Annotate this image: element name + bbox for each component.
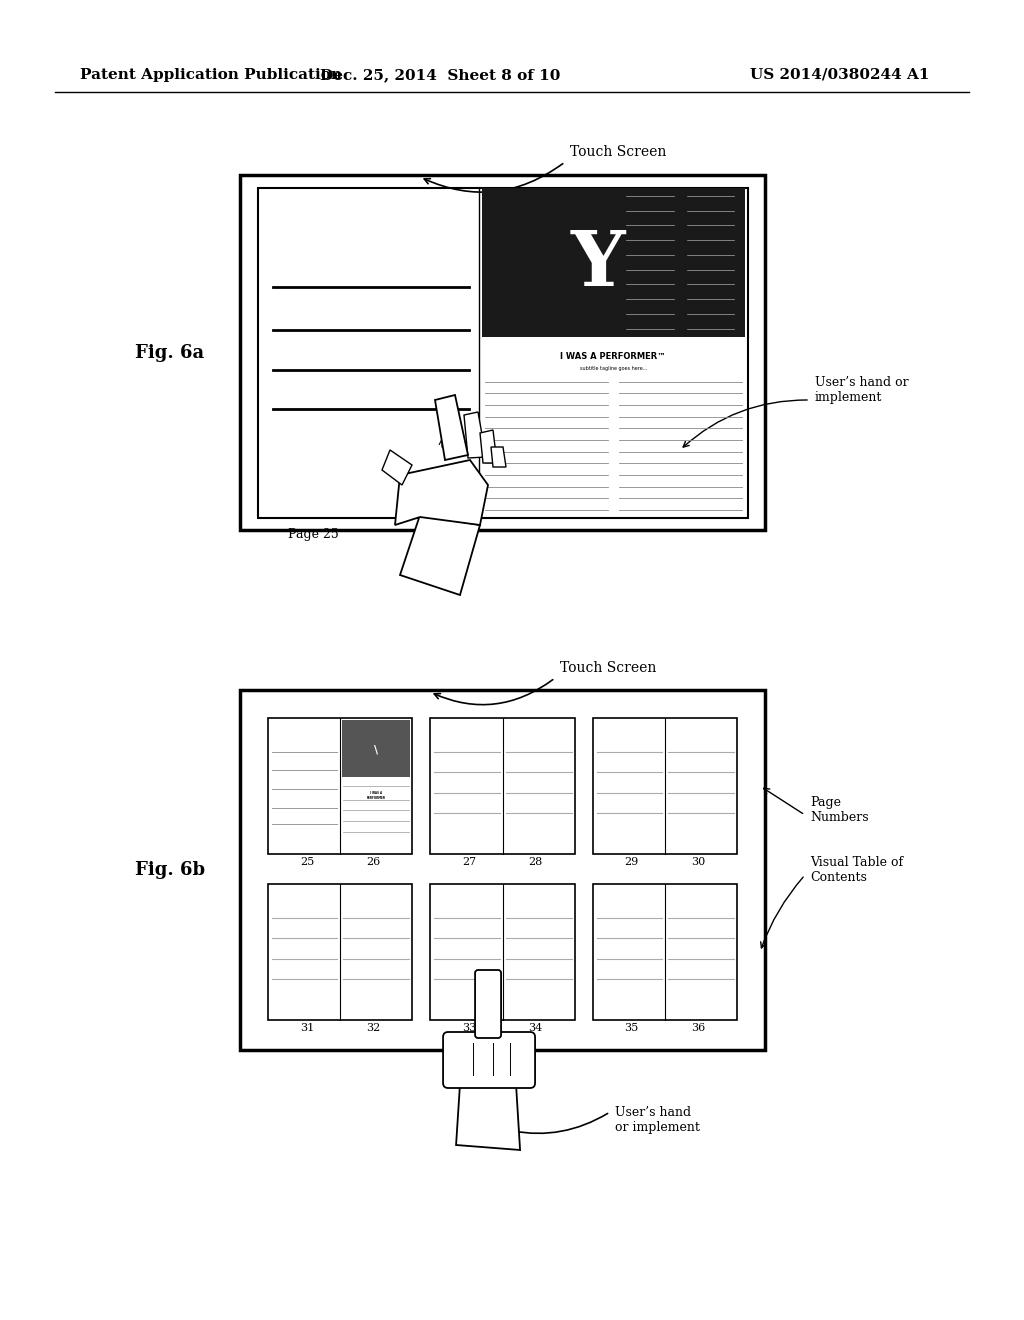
Polygon shape <box>382 450 412 484</box>
Text: subtitle tagline goes here...: subtitle tagline goes here... <box>580 366 647 371</box>
Text: Visual Table of
Contents: Visual Table of Contents <box>810 855 903 884</box>
Bar <box>342 719 411 777</box>
Text: I WAS A PERFORMER™: I WAS A PERFORMER™ <box>560 352 666 360</box>
Polygon shape <box>480 430 497 463</box>
Text: US 2014/0380244 A1: US 2014/0380244 A1 <box>750 69 930 82</box>
Text: 33: 33 <box>462 1023 476 1034</box>
Text: Touch Screen: Touch Screen <box>570 145 667 158</box>
Text: Page 25: Page 25 <box>288 528 338 541</box>
Bar <box>240 690 765 1049</box>
Polygon shape <box>490 447 506 467</box>
Text: Fig. 6b: Fig. 6b <box>135 861 205 879</box>
Text: 36: 36 <box>691 1023 706 1034</box>
Text: Y: Y <box>571 228 626 302</box>
Bar <box>593 884 737 1020</box>
Text: 34: 34 <box>528 1023 543 1034</box>
Text: 27: 27 <box>462 857 476 867</box>
Bar <box>258 187 748 517</box>
Text: \: \ <box>374 743 378 754</box>
Text: Touch Screen: Touch Screen <box>560 661 656 675</box>
Text: 28: 28 <box>528 857 543 867</box>
Bar <box>268 884 413 1020</box>
Text: Page
Numbers: Page Numbers <box>810 796 868 824</box>
Text: User’s hand or
implement: User’s hand or implement <box>815 376 908 404</box>
Bar <box>240 176 765 531</box>
Bar <box>593 718 737 854</box>
FancyBboxPatch shape <box>443 1032 536 1088</box>
Text: I WAS A
PERFORMER: I WAS A PERFORMER <box>367 791 386 800</box>
Text: 29: 29 <box>625 857 639 867</box>
Text: Patent Application Publication: Patent Application Publication <box>80 69 342 82</box>
Text: 35: 35 <box>625 1023 639 1034</box>
FancyBboxPatch shape <box>475 970 501 1038</box>
Bar <box>430 884 574 1020</box>
Text: 30: 30 <box>691 857 706 867</box>
Text: Dec. 25, 2014  Sheet 8 of 10: Dec. 25, 2014 Sheet 8 of 10 <box>319 69 560 82</box>
Text: Fig. 6a: Fig. 6a <box>135 343 205 362</box>
Text: 31: 31 <box>300 1023 314 1034</box>
Text: 32: 32 <box>367 1023 381 1034</box>
Polygon shape <box>464 412 486 458</box>
Polygon shape <box>456 1082 520 1150</box>
Bar <box>268 718 413 854</box>
Text: 25: 25 <box>300 857 314 867</box>
Text: User’s hand
or implement: User’s hand or implement <box>615 1106 699 1134</box>
Bar <box>481 187 745 337</box>
Polygon shape <box>395 459 488 525</box>
Bar <box>430 718 574 854</box>
Polygon shape <box>435 395 468 459</box>
Polygon shape <box>400 515 480 595</box>
Text: 26: 26 <box>367 857 381 867</box>
